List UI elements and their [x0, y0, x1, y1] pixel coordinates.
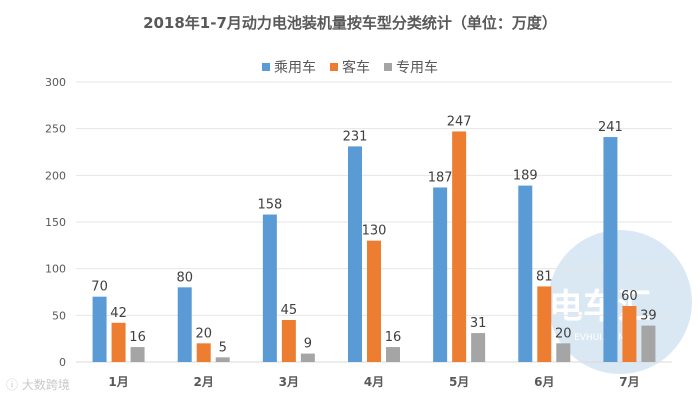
- bar-special: [215, 357, 230, 362]
- x-tick-label: 7月: [619, 375, 639, 389]
- data-label: 187: [428, 170, 453, 185]
- bar-special: [300, 353, 315, 362]
- legend-swatch: [384, 63, 392, 71]
- legend-item: 客车: [330, 57, 370, 77]
- data-label: 241: [598, 120, 623, 135]
- bars-layer: [92, 131, 656, 362]
- legend-label: 客车: [342, 60, 370, 76]
- watermark-left-icon: ⓘ: [6, 378, 22, 392]
- bar-special: [641, 325, 656, 362]
- watermark-left-text: 大数跨境: [21, 378, 70, 392]
- bar-bus: [452, 131, 467, 362]
- chart-title: 2018年1-7月动力电池装机量按车型分类统计（单位：万度）: [143, 14, 557, 32]
- data-label: 60: [621, 289, 638, 304]
- watermark-logo: 电车汇 EVHUI.COM: [548, 230, 692, 374]
- bar-special: [556, 343, 571, 362]
- data-label: 81: [536, 269, 553, 284]
- data-label: 231: [343, 129, 368, 144]
- x-tick-label: 3月: [279, 375, 299, 389]
- x-tick-label: 4月: [364, 375, 384, 389]
- y-tick-label: 250: [45, 123, 66, 136]
- bar-passenger: [433, 187, 448, 362]
- data-label: 42: [110, 306, 127, 321]
- y-tick-label: 0: [59, 356, 66, 369]
- data-label: 45: [281, 303, 298, 318]
- data-label: 189: [513, 169, 538, 184]
- y-tick-label: 100: [45, 263, 66, 276]
- x-tick-label: 5月: [449, 375, 469, 389]
- bar-bus: [622, 306, 637, 362]
- watermark-circle: [548, 230, 692, 374]
- data-label: 70: [91, 280, 108, 295]
- bar-special: [471, 333, 486, 362]
- legend-swatch: [262, 63, 270, 71]
- bar-bus: [367, 240, 381, 362]
- data-label: 16: [129, 330, 146, 345]
- data-label: 5: [219, 340, 227, 355]
- data-label: 39: [640, 309, 657, 324]
- bar-special: [386, 347, 400, 362]
- data-label: 80: [176, 270, 193, 285]
- legend-label: 专用车: [396, 60, 438, 76]
- bar-passenger: [262, 214, 277, 362]
- bar-passenger: [177, 287, 192, 362]
- legend-item: 乘用车: [262, 57, 316, 77]
- data-label: 130: [362, 224, 387, 239]
- data-label: 247: [447, 114, 472, 129]
- y-tick-label: 150: [45, 216, 66, 229]
- bar-special: [130, 347, 145, 362]
- bar-passenger: [348, 146, 362, 362]
- bar-bus: [196, 343, 211, 362]
- data-label: 9: [304, 337, 312, 352]
- bar-passenger: [603, 137, 618, 362]
- y-tick-label: 300: [45, 76, 66, 89]
- data-label: 20: [555, 326, 572, 341]
- x-tick-label: 6月: [534, 375, 554, 389]
- watermark-logo-subtext: EVHUI.COM: [574, 333, 626, 343]
- data-label: 16: [385, 330, 402, 345]
- legend-item: 专用车: [384, 57, 438, 77]
- bar-passenger: [92, 296, 107, 362]
- data-label: 158: [257, 198, 282, 213]
- bar-bus: [281, 320, 296, 362]
- labels-layer: 7042168020515845923113016187247311898120…: [91, 114, 656, 355]
- x-tick-label: 1月: [108, 375, 128, 389]
- legend-label: 乘用车: [274, 60, 316, 76]
- bar-passenger: [518, 185, 533, 362]
- chart-legend: 乘用车 客车 专用车: [0, 57, 700, 77]
- x-tick-label: 2月: [194, 375, 214, 389]
- legend-swatch: [330, 63, 338, 71]
- bar-bus: [537, 286, 552, 362]
- axis-layer: 0 50 100 150 200 250 300 1月 2月 3月 4月 5月 6月 7月: [45, 76, 640, 389]
- data-label: 31: [470, 316, 487, 331]
- watermark-left: ⓘ 大数跨境: [6, 376, 70, 393]
- y-tick-label: 200: [45, 169, 66, 182]
- data-label: 20: [195, 326, 212, 341]
- y-tick-label: 50: [52, 309, 66, 322]
- bar-bus: [111, 322, 126, 362]
